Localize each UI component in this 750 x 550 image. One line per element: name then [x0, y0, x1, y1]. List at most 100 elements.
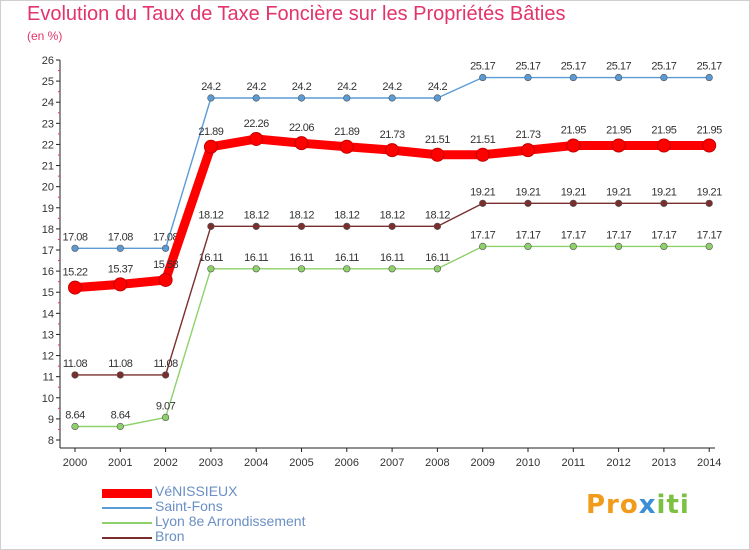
data-label: 16.11	[425, 252, 450, 264]
data-label: 17.08	[108, 231, 133, 243]
data-label: 18.12	[334, 209, 359, 221]
data-label: 18.12	[380, 209, 405, 221]
x-tick-label: 2005	[289, 457, 313, 469]
data-point	[614, 73, 623, 82]
logo-part-2: x	[638, 490, 657, 520]
data-label: 24.2	[428, 81, 448, 93]
data-label: 24.2	[292, 81, 312, 93]
data-point	[343, 222, 351, 230]
data-point	[249, 131, 264, 146]
y-tick-label: 9	[48, 414, 54, 426]
data-label: 21.73	[380, 129, 405, 141]
data-label: 17.17	[561, 229, 586, 241]
legend-swatch	[102, 507, 152, 509]
data-label: 25.17	[697, 61, 722, 73]
y-tick-label: 20	[42, 182, 54, 194]
y-tick-label: 25	[42, 76, 54, 88]
data-label: 21.51	[470, 134, 495, 146]
y-tick-label: 16	[42, 266, 54, 278]
series-line	[74, 76, 710, 250]
x-tick-label: 2013	[652, 457, 676, 469]
data-point	[479, 199, 487, 207]
data-point	[705, 199, 713, 207]
y-tick-label: 12	[42, 351, 54, 363]
data-label: 9.07	[156, 400, 176, 412]
data-point	[71, 422, 79, 431]
data-point	[524, 199, 532, 207]
data-label: 21.89	[334, 126, 359, 138]
data-point	[656, 138, 671, 153]
data-point	[433, 265, 442, 273]
legend-label: Bron	[155, 528, 185, 544]
data-label: 17.17	[606, 229, 631, 241]
chart-title: Evolution du Taux de Taxe Foncière sur l…	[27, 3, 566, 25]
data-label: 24.2	[337, 81, 357, 93]
data-point	[207, 265, 215, 273]
data-label: 11.08	[153, 358, 178, 370]
data-point	[521, 143, 535, 158]
data-point	[343, 265, 351, 273]
legend-swatch	[102, 488, 152, 498]
data-label: 21.95	[697, 125, 722, 137]
data-point	[475, 147, 490, 162]
data-label: 11.08	[108, 358, 133, 370]
data-label: 21.89	[198, 126, 223, 138]
data-label: 15.37	[108, 263, 133, 275]
data-point	[343, 94, 351, 102]
data-point	[479, 242, 487, 251]
data-point	[569, 73, 577, 82]
data-label: 19.21	[651, 186, 676, 198]
data-point	[660, 199, 668, 207]
y-tick-label: 18	[42, 224, 54, 236]
y-tick-label: 24	[42, 97, 54, 109]
x-tick-label: 2009	[470, 457, 494, 469]
data-label: 16.11	[199, 252, 224, 264]
data-label: 24.2	[201, 81, 221, 93]
data-label: 16.11	[335, 252, 360, 264]
data-point	[614, 242, 623, 251]
legend-label: Saint-Fons	[155, 498, 223, 514]
data-label: 19.21	[697, 186, 722, 198]
data-label: 17.08	[62, 231, 87, 243]
data-label: 17.17	[651, 229, 676, 241]
data-point	[116, 422, 124, 431]
y-tick-label: 23	[42, 118, 54, 130]
data-point	[71, 371, 79, 379]
data-point	[113, 277, 128, 292]
data-point	[252, 265, 260, 273]
data-point	[388, 222, 396, 230]
y-tick-label: 19	[42, 203, 54, 215]
data-point	[705, 242, 713, 251]
data-point	[705, 73, 713, 82]
y-tick-label: 22	[42, 139, 54, 151]
y-unit-label: (en %)	[27, 29, 63, 43]
data-point	[614, 199, 623, 207]
x-tick-label: 2006	[335, 457, 359, 469]
y-tick-label: 11	[43, 372, 54, 384]
data-label: 18.12	[244, 209, 269, 221]
data-label: 16.11	[244, 252, 269, 264]
data-label: 21.95	[606, 125, 631, 137]
data-point	[702, 138, 717, 153]
data-point	[162, 371, 170, 379]
data-point	[660, 242, 668, 251]
data-label: 25.17	[651, 61, 676, 73]
data-point	[524, 242, 532, 251]
data-point	[433, 94, 442, 102]
data-point	[71, 244, 79, 252]
data-point	[569, 242, 577, 251]
data-label: 17.17	[515, 229, 540, 241]
data-label: 11.08	[63, 358, 88, 370]
y-tick-label: 17	[42, 245, 54, 257]
data-label: 19.21	[606, 186, 631, 198]
data-point	[433, 222, 442, 230]
data-label: 19.21	[515, 186, 540, 198]
y-tick-label: 26	[42, 55, 54, 67]
data-label: 17.17	[470, 229, 495, 241]
x-tick-label: 2001	[108, 457, 132, 469]
data-label: 25.17	[606, 61, 631, 73]
data-point	[566, 138, 581, 153]
proxiti-logo: Proxiti	[586, 490, 690, 520]
